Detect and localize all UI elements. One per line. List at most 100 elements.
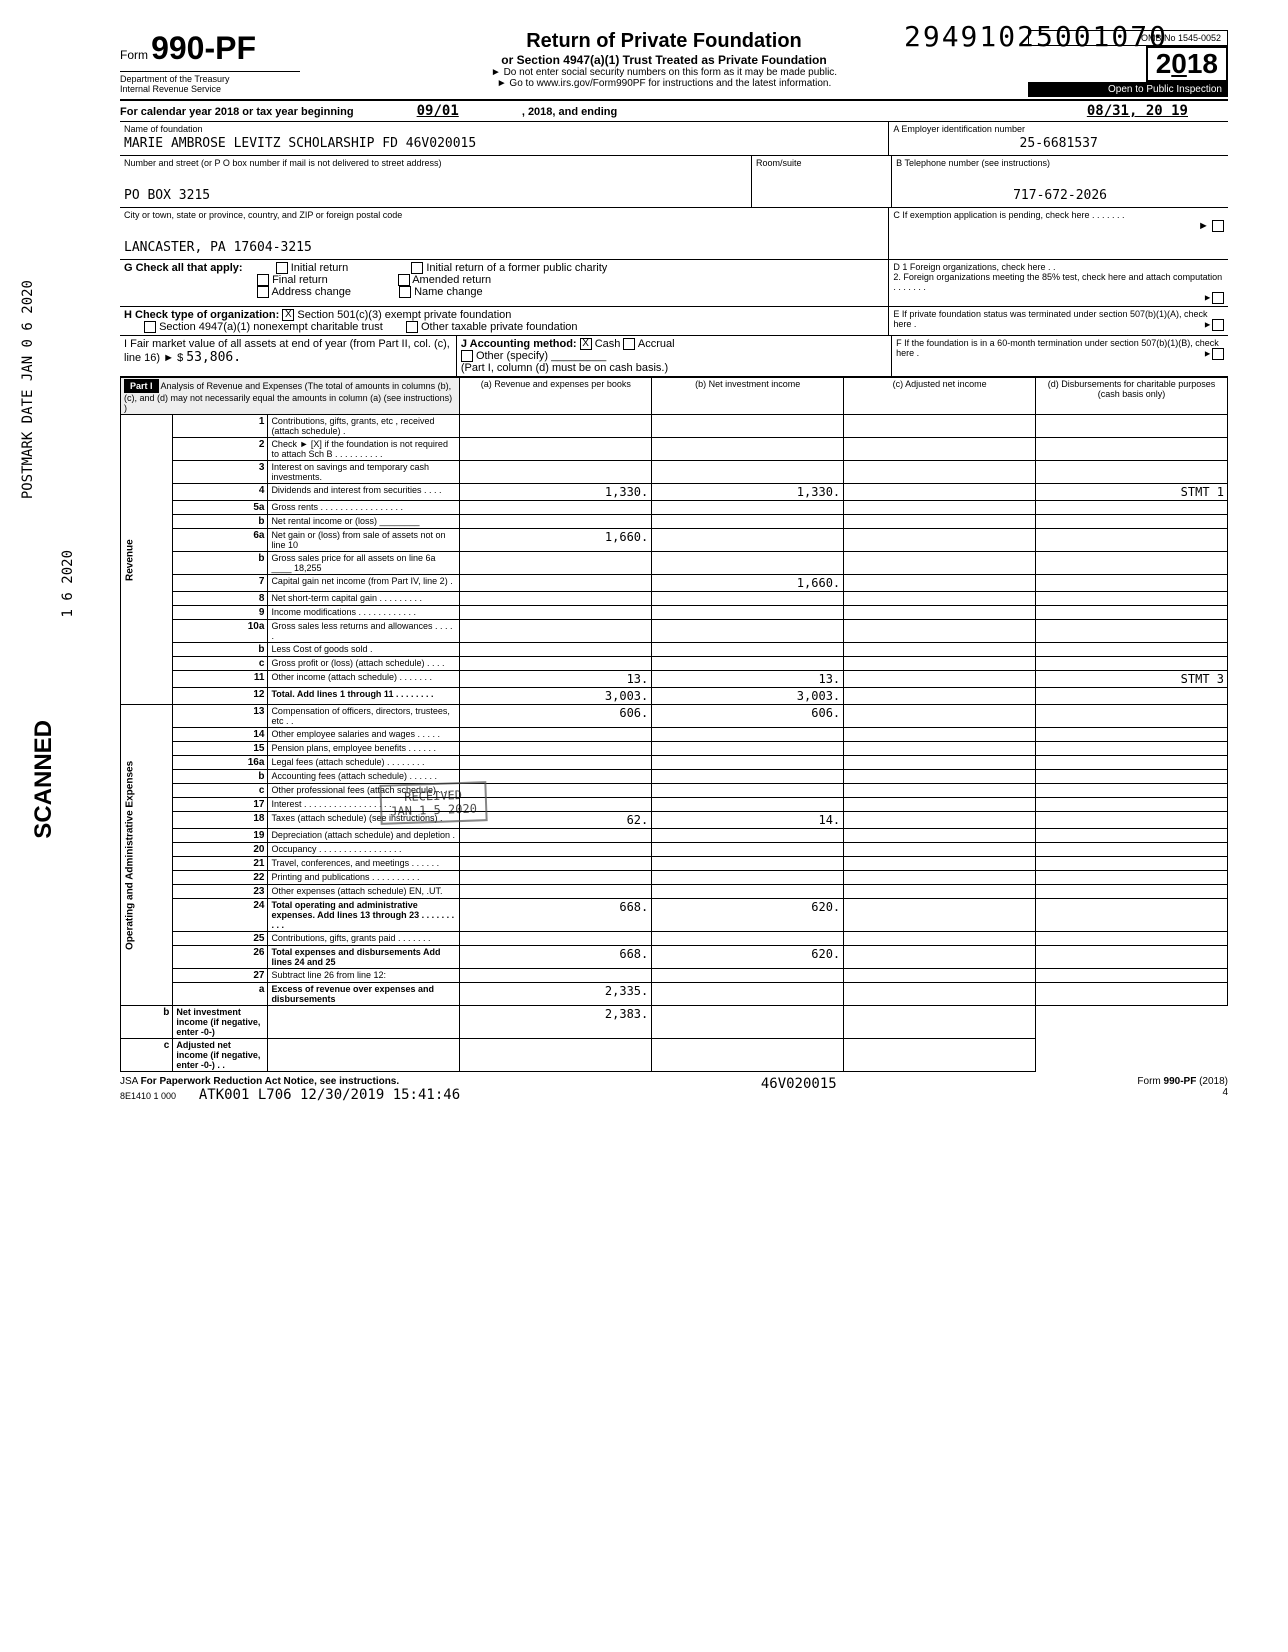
line-description: Adjusted net income (if negative, enter … (173, 1039, 268, 1072)
col-b-value (652, 932, 844, 946)
final-return-checkbox[interactable] (257, 274, 269, 286)
table-row: 15Pension plans, employee benefits . . .… (121, 742, 1228, 756)
col-b-value (652, 829, 844, 843)
address-value: PO BOX 3215 (124, 168, 747, 205)
other-tax-checkbox[interactable] (406, 321, 418, 333)
initial-return-checkbox[interactable] (276, 262, 288, 274)
col-c-value (844, 688, 1036, 705)
col-a-value (460, 438, 652, 461)
table-row: 17Interest . . . . . . . . . . . . . . .… (121, 798, 1228, 812)
col-d-value (1036, 969, 1228, 983)
col-d-value (1036, 592, 1228, 606)
line-description: Pension plans, employee benefits . . . .… (268, 742, 460, 756)
line-description: Other expenses (attach schedule) EN, .UT… (268, 885, 460, 899)
table-row: cGross profit or (loss) (attach schedule… (121, 657, 1228, 671)
year-end: 08/31, 20 19 (1047, 103, 1228, 119)
table-row: 23Other expenses (attach schedule) EN, .… (121, 885, 1228, 899)
exemption-checkbox[interactable] (1212, 220, 1224, 232)
table-row: 27Subtract line 26 from line 12: (121, 969, 1228, 983)
col-b-value (652, 843, 844, 857)
col-d-value (1036, 812, 1228, 829)
name-change-checkbox[interactable] (399, 286, 411, 298)
table-row: 22Printing and publications . . . . . . … (121, 871, 1228, 885)
col-c-value (844, 798, 1036, 812)
line-description: Occupancy . . . . . . . . . . . . . . . … (268, 843, 460, 857)
line-description: Gross rents . . . . . . . . . . . . . . … (268, 501, 460, 515)
city-value: LANCASTER, PA 17604-3215 (124, 220, 884, 257)
revenue-side-label: Revenue (121, 415, 173, 705)
line-description: Net investment income (if negative, ente… (173, 1006, 268, 1039)
address-change-checkbox[interactable] (257, 286, 269, 298)
line-description: Other income (attach schedule) . . . . .… (268, 671, 460, 688)
col-d-value (1036, 742, 1228, 756)
amended-checkbox[interactable] (398, 274, 410, 286)
table-row: 25Contributions, gifts, grants paid . . … (121, 932, 1228, 946)
initial-former-checkbox[interactable] (411, 262, 423, 274)
cash-checkbox[interactable]: X (580, 338, 592, 350)
line-description: Legal fees (attach schedule) . . . . . .… (268, 756, 460, 770)
line-number: 14 (173, 728, 268, 742)
ein-label: A Employer identification number (893, 124, 1224, 134)
col-b-value: 1,330. (652, 484, 844, 501)
col-b-value (652, 756, 844, 770)
col-b-value: 2,383. (460, 1006, 652, 1039)
line-description: Total expenses and disbursements Add lin… (268, 946, 460, 969)
col-d-value (1036, 871, 1228, 885)
col-c-value (844, 515, 1036, 529)
col-b-value (652, 742, 844, 756)
col-c-value (652, 1006, 844, 1039)
public-inspection: Open to Public Inspection (1028, 82, 1228, 97)
form-subtitle: or Section 4947(a)(1) Trust Treated as P… (310, 53, 1018, 67)
year-begin: 09/01 (357, 103, 519, 119)
col-d-value (1036, 829, 1228, 843)
col-d-value (1036, 728, 1228, 742)
line-number: c (173, 784, 268, 798)
col-a-value (460, 829, 652, 843)
col-b-value: 620. (652, 946, 844, 969)
line-description: Net short-term capital gain . . . . . . … (268, 592, 460, 606)
footer-acct: 46V020015 (761, 1076, 837, 1103)
table-row: 9Income modifications . . . . . . . . . … (121, 606, 1228, 620)
line-number: 3 (173, 461, 268, 484)
col-a-value: 3,003. (460, 688, 652, 705)
col-c-value (844, 932, 1036, 946)
col-c-value (844, 575, 1036, 592)
part1-table: Part I Analysis of Revenue and Expenses … (120, 377, 1228, 1072)
col-b-value (652, 438, 844, 461)
telephone-value: 717-672-2026 (896, 168, 1224, 205)
col-d-value (1036, 438, 1228, 461)
table-row: 20Occupancy . . . . . . . . . . . . . . … (121, 843, 1228, 857)
table-row: 2Check ► [X] if the foundation is not re… (121, 438, 1228, 461)
col-b-value: 620. (652, 899, 844, 932)
d2-label: 2. Foreign organizations meeting the 85%… (893, 272, 1224, 292)
line-description: Contributions, gifts, grants, etc , rece… (268, 415, 460, 438)
col-a-value: 1,660. (460, 529, 652, 552)
date-vert2: 1 6 2020 (60, 550, 76, 617)
col-c-value (844, 946, 1036, 969)
line-number: 26 (173, 946, 268, 969)
line-number: 7 (173, 575, 268, 592)
60month-checkbox[interactable] (1212, 348, 1224, 360)
4947-checkbox[interactable] (144, 321, 156, 333)
accrual-checkbox[interactable] (623, 338, 635, 350)
col-c-value (844, 592, 1036, 606)
col-b-value (652, 515, 844, 529)
foreign-checkbox[interactable] (1212, 292, 1224, 304)
col-b-value (652, 606, 844, 620)
other-method-checkbox[interactable] (461, 350, 473, 362)
501c3-checkbox[interactable]: X (282, 309, 294, 321)
table-row: 7Capital gain net income (from Part IV, … (121, 575, 1228, 592)
col-b-value (652, 592, 844, 606)
line-number: 25 (173, 932, 268, 946)
part1-title: Analysis of Revenue and Expenses (The to… (124, 381, 452, 413)
line-number: a (173, 983, 268, 1006)
line-description: Gross profit or (loss) (attach schedule)… (268, 657, 460, 671)
col-a-value (460, 643, 652, 657)
line-description: Net gain or (loss) from sale of assets n… (268, 529, 460, 552)
col-b-value (460, 1039, 652, 1072)
col-d-value (1036, 657, 1228, 671)
line-number: c (173, 657, 268, 671)
terminated-checkbox[interactable] (1212, 319, 1224, 331)
col-c-value (844, 501, 1036, 515)
table-row: 12Total. Add lines 1 through 11 . . . . … (121, 688, 1228, 705)
